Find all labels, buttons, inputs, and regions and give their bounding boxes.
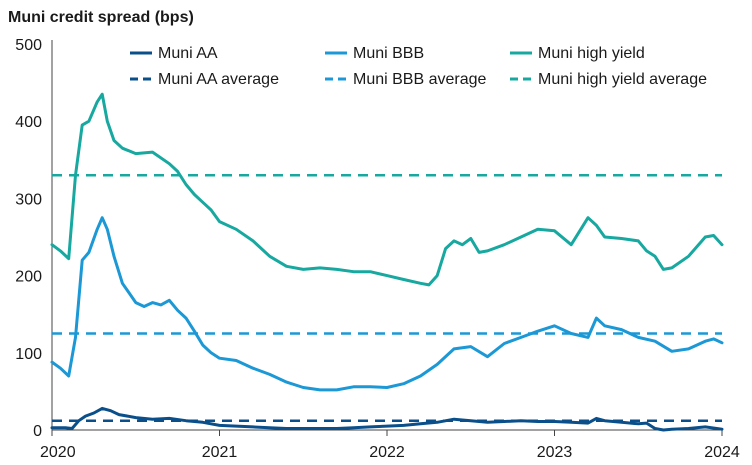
- x-tick-label: 2020: [40, 444, 76, 461]
- series-line-muni-aa: [50, 406, 724, 432]
- y-axis-ticks: 0 100 200 300 400 500: [15, 37, 42, 440]
- x-tick-label: 2022: [369, 444, 405, 461]
- y-tick-label: 100: [15, 346, 42, 363]
- legend-label: Muni BBB: [353, 45, 424, 62]
- legend: Muni AA Muni BBB Muni high yield Muni AA av…: [130, 45, 707, 88]
- y-tick-label: 300: [15, 191, 42, 208]
- chart-title: Muni credit spread (bps): [8, 9, 194, 26]
- legend-label: Muni AA: [158, 45, 218, 62]
- x-axis-ticks: 2020 2021 2022 2023 2024: [40, 430, 740, 461]
- series-line-muni-high-yield: [50, 92, 724, 287]
- legend-label: Muni BBB average: [353, 71, 487, 88]
- series-layer: [50, 92, 724, 432]
- y-tick-label: 0: [33, 423, 42, 440]
- y-tick-label: 500: [15, 37, 42, 54]
- series-line-muni-bbb: [50, 216, 724, 392]
- legend-label: Muni AA average: [158, 71, 279, 88]
- x-tick-label: 2023: [537, 444, 573, 461]
- x-tick-label: 2024: [704, 444, 740, 461]
- legend-label: Muni high yield: [538, 45, 645, 62]
- y-tick-label: 200: [15, 269, 42, 286]
- legend-label: Muni high yield average: [538, 71, 707, 88]
- y-tick-label: 400: [15, 114, 42, 131]
- x-tick-label: 2021: [202, 444, 238, 461]
